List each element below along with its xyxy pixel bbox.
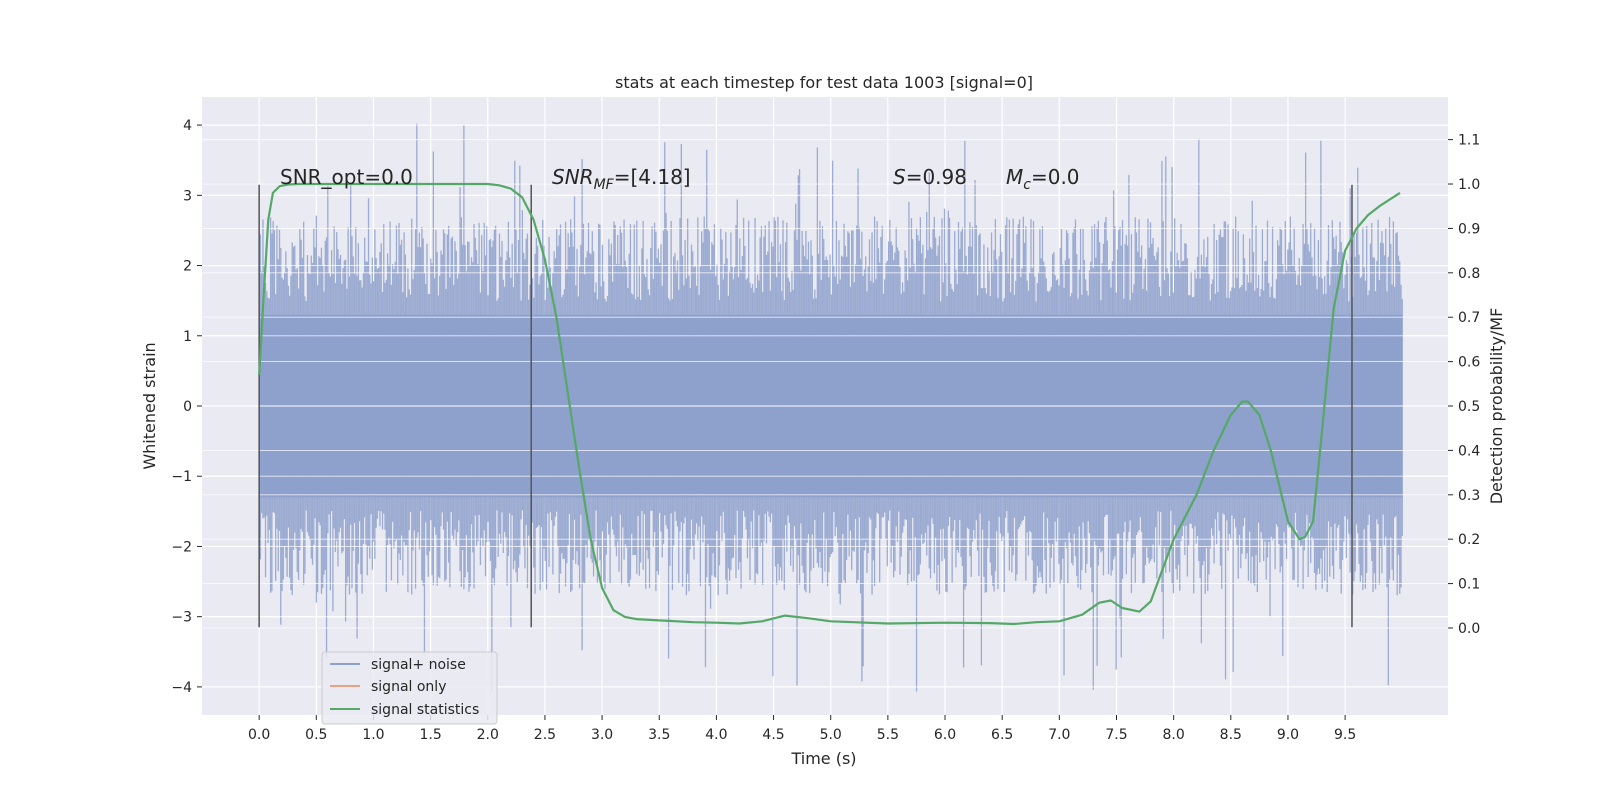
right-tick-label: 0.1 <box>1458 577 1480 593</box>
x-tick-label: 6.0 <box>934 727 956 743</box>
right-tick-label: 0.3 <box>1458 488 1480 504</box>
annotation-mc: Mc=0.0 <box>1006 165 1080 193</box>
x-tick-label: 3.0 <box>591 727 613 743</box>
x-tick-label: 2.0 <box>477 727 499 743</box>
legend-label-signal-only: signal only <box>371 679 446 695</box>
x-tick-label: 1.5 <box>419 727 441 743</box>
y-tick-label: 2 <box>183 259 192 275</box>
right-tick-label: 1.0 <box>1458 177 1480 193</box>
x-tick-label: 8.5 <box>1220 727 1242 743</box>
legend-label-signal-statistics: signal statistics <box>371 702 479 718</box>
x-axis-ticks: 0.0 0.5 1.0 1.5 2.0 2.5 3.0 3.5 4.0 4.5 5.0 5.5 6.0 6… <box>248 715 1356 743</box>
annotation-snr-opt: SNR_opt=0.0 <box>280 165 413 189</box>
legend-label-signal-noise: signal+ noise <box>371 657 466 673</box>
y-tick-label: 4 <box>183 118 192 134</box>
x-tick-label: 5.5 <box>877 727 899 743</box>
mc-subscript: c <box>1023 177 1031 193</box>
x-axis-label: Time (s) <box>790 749 856 768</box>
annotation-snr-mf: SNRMF=[4.18] <box>552 165 691 193</box>
y-tick-label: 1 <box>183 329 192 345</box>
right-axis-label: Detection probability/MF <box>1487 308 1506 505</box>
x-tick-label: 6.5 <box>991 727 1013 743</box>
right-tick-label: 1.1 <box>1458 133 1480 149</box>
annotation-s: S=0.98 <box>893 165 967 189</box>
chart-title: stats at each timestep for test data 100… <box>615 73 1033 92</box>
legend: signal+ noise signal only signal statist… <box>321 651 498 725</box>
right-tick-label: 0.6 <box>1458 355 1480 371</box>
mc-value: =0.0 <box>1031 165 1080 189</box>
x-tick-label: 0.0 <box>248 727 270 743</box>
right-tick-label: 0.9 <box>1458 221 1480 237</box>
x-tick-label: 9.5 <box>1334 727 1356 743</box>
signal-statistics-series <box>258 182 1401 626</box>
x-tick-label: 4.5 <box>762 727 784 743</box>
x-tick-label: 3.5 <box>648 727 670 743</box>
y-axis-label: Whitened strain <box>140 342 159 469</box>
x-tick-label: 9.0 <box>1277 727 1299 743</box>
x-tick-label: 7.0 <box>1048 727 1070 743</box>
right-tick-label: 0.4 <box>1458 443 1480 459</box>
mc-label: M <box>1006 165 1023 189</box>
right-tick-label: 0.7 <box>1458 310 1480 326</box>
right-tick-label: 0.2 <box>1458 532 1480 548</box>
right-tick-label: 0.8 <box>1458 266 1480 282</box>
right-tick-label: 0.5 <box>1458 399 1480 415</box>
y-axis-ticks: 4 3 2 1 0 −1 −2 −3 −4 <box>171 118 202 696</box>
y-tick-label: −1 <box>171 469 192 485</box>
snr-mf-label: SNR <box>552 165 594 189</box>
x-tick-label: 2.5 <box>534 727 556 743</box>
x-tick-label: 8.0 <box>1163 727 1185 743</box>
x-tick-label: 1.0 <box>362 727 384 743</box>
y-tick-label: 0 <box>183 399 192 415</box>
legend-box <box>321 651 498 725</box>
y-tick-label: −3 <box>171 610 192 626</box>
y-tick-label: −2 <box>171 539 192 555</box>
s-value: =0.98 <box>906 165 967 189</box>
s-label: S <box>893 165 906 189</box>
right-tick-label: 0.0 <box>1458 621 1480 637</box>
signal-noise-series <box>202 123 1448 692</box>
y-tick-label: 3 <box>183 188 192 204</box>
vertical-markers <box>258 184 1353 628</box>
x-tick-label: 4.0 <box>705 727 727 743</box>
x-tick-label: 7.5 <box>1105 727 1127 743</box>
signal-statistics-line <box>258 182 1401 626</box>
right-axis-ticks: 1.1 1.0 0.9 0.8 0.7 0.6 0.5 0.4 0.3 0.2 0.1 0.0 <box>1448 133 1480 637</box>
snr-mf-subscript: MF <box>594 177 615 193</box>
x-tick-label: 5.0 <box>820 727 842 743</box>
snr-mf-value: =[4.18] <box>614 165 691 189</box>
x-tick-label: 0.5 <box>305 727 327 743</box>
y-tick-label: −4 <box>171 680 192 696</box>
